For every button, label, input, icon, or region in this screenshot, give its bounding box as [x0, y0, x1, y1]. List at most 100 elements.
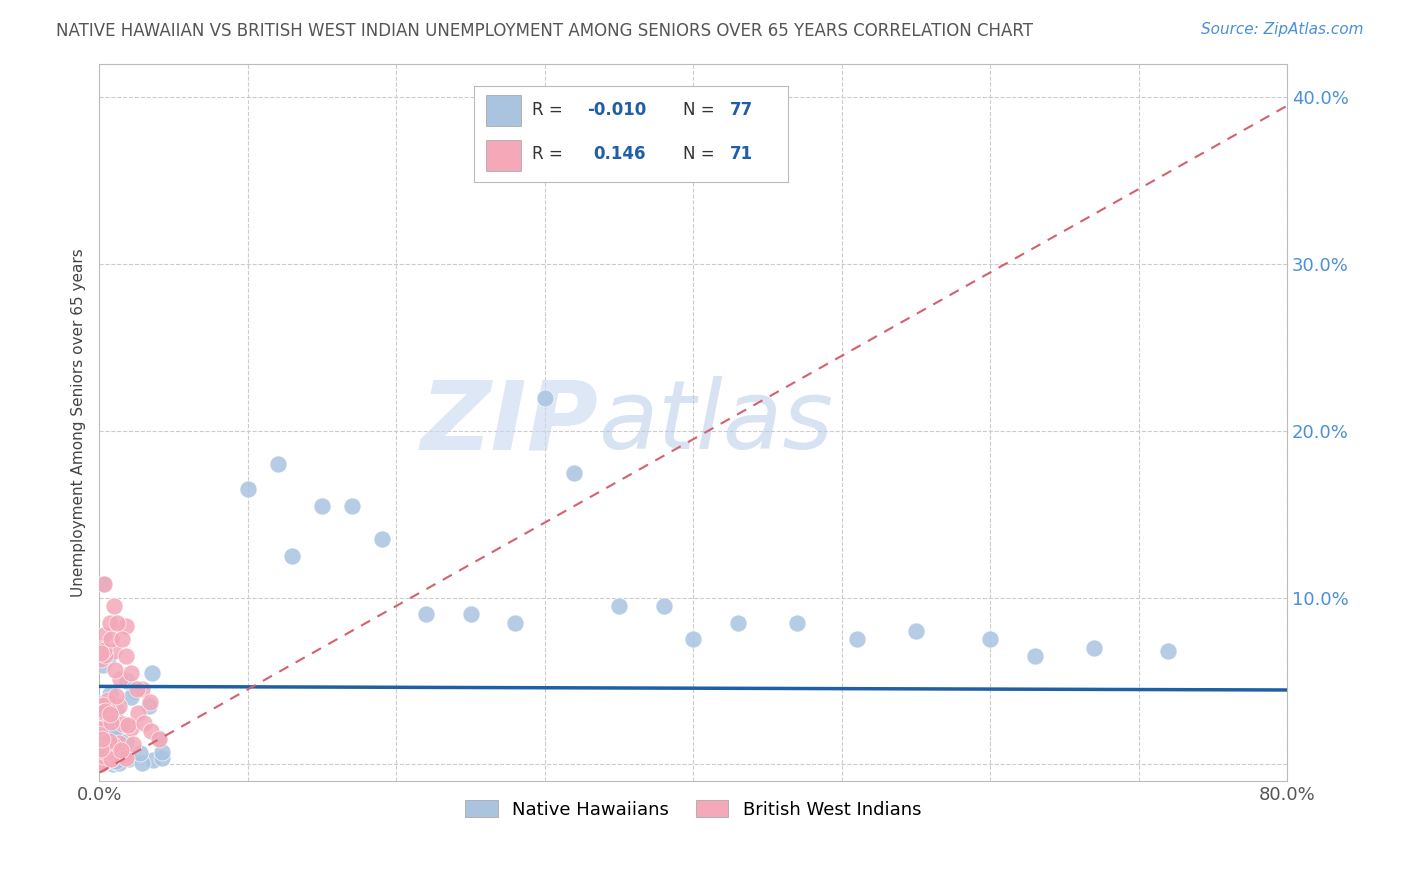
Point: [90, 742, 112, 756]
Point: [90, 714, 112, 729]
Point: [127, 706, 149, 720]
Point: [845, 632, 868, 647]
Point: [120, 690, 142, 704]
Point: [90, 729, 112, 743]
Point: [93, 707, 115, 722]
Point: [100, 726, 122, 740]
Point: [340, 499, 363, 513]
Point: [90, 756, 112, 771]
Point: [91, 737, 114, 751]
Point: [108, 736, 131, 750]
Point: [148, 731, 170, 745]
Point: [98, 615, 121, 630]
Point: [93, 711, 115, 725]
Point: [94, 752, 117, 766]
Point: [101, 740, 124, 755]
Point: [141, 723, 163, 738]
Point: [108, 673, 131, 687]
Point: [139, 695, 162, 709]
Legend: Native Hawaiians, British West Indians: Native Hawaiians, British West Indians: [458, 792, 928, 826]
Point: [124, 683, 146, 698]
Point: [148, 732, 170, 747]
Text: Source: ZipAtlas.com: Source: ZipAtlas.com: [1201, 22, 1364, 37]
Point: [90, 756, 112, 771]
Point: [460, 607, 482, 622]
Point: [90, 724, 112, 739]
Point: [100, 715, 122, 730]
Point: [94, 754, 117, 768]
Text: ZIP: ZIP: [420, 376, 598, 469]
Point: [90, 698, 112, 712]
Point: [104, 756, 127, 770]
Point: [94, 715, 117, 730]
Point: [115, 751, 138, 765]
Point: [94, 748, 117, 763]
Point: [311, 499, 333, 513]
Point: [90, 652, 112, 666]
Point: [90, 720, 112, 734]
Point: [533, 391, 555, 405]
Point: [1157, 644, 1180, 658]
Point: [111, 632, 134, 647]
Point: [101, 741, 124, 756]
Point: [101, 757, 124, 772]
Point: [281, 549, 304, 563]
Point: [104, 663, 127, 677]
Point: [111, 716, 134, 731]
Point: [904, 624, 927, 638]
Point: [104, 754, 127, 768]
Point: [118, 752, 141, 766]
Point: [131, 681, 153, 696]
Point: [101, 738, 124, 752]
Point: [108, 744, 131, 758]
Point: [111, 748, 134, 763]
Point: [90, 732, 112, 747]
Point: [94, 648, 117, 663]
Point: [120, 722, 142, 736]
Point: [370, 533, 392, 547]
Point: [503, 615, 526, 630]
Point: [100, 706, 122, 720]
Point: [564, 466, 586, 480]
Point: [91, 698, 114, 713]
Point: [93, 628, 115, 642]
Point: [105, 615, 128, 630]
Point: [90, 642, 112, 657]
Point: [97, 748, 120, 763]
Point: [90, 732, 112, 747]
Point: [107, 756, 129, 770]
Point: [100, 752, 122, 766]
Point: [91, 742, 114, 756]
Point: [93, 754, 115, 768]
Point: [91, 576, 114, 591]
Point: [91, 696, 114, 710]
Point: [91, 748, 114, 763]
Point: [607, 599, 630, 613]
Point: [98, 696, 121, 710]
Y-axis label: Unemployment Among Seniors over 65 years: Unemployment Among Seniors over 65 years: [72, 248, 86, 597]
Point: [98, 752, 121, 766]
Point: [103, 599, 125, 613]
Point: [94, 704, 117, 718]
Point: [100, 632, 122, 647]
Point: [415, 607, 437, 622]
Point: [150, 745, 173, 759]
Point: [108, 723, 131, 737]
Point: [652, 599, 675, 613]
Point: [131, 756, 153, 771]
Point: [98, 707, 121, 722]
Point: [96, 745, 118, 759]
Point: [128, 747, 150, 761]
Point: [103, 643, 125, 657]
Point: [100, 752, 122, 766]
Point: [120, 665, 142, 680]
Point: [91, 658, 114, 673]
Text: NATIVE HAWAIIAN VS BRITISH WEST INDIAN UNEMPLOYMENT AMONG SENIORS OVER 65 YEARS : NATIVE HAWAIIAN VS BRITISH WEST INDIAN U…: [56, 22, 1033, 40]
Point: [115, 735, 138, 749]
Point: [94, 706, 117, 721]
Point: [115, 648, 138, 663]
Point: [90, 646, 112, 660]
Point: [105, 703, 128, 717]
Point: [105, 740, 128, 755]
Point: [786, 615, 808, 630]
